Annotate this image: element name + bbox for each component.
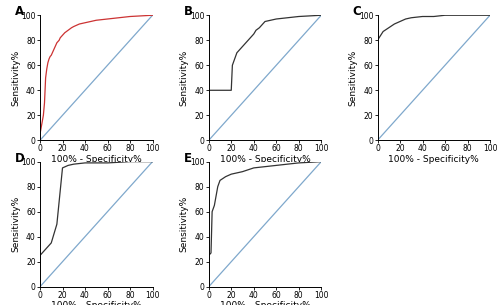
X-axis label: 100% - Specificity%: 100% - Specificity% (220, 301, 310, 305)
X-axis label: 100% - Specificity%: 100% - Specificity% (220, 155, 310, 164)
Y-axis label: Sensitivity%: Sensitivity% (11, 50, 20, 106)
X-axis label: 100% - Specificity%: 100% - Specificity% (388, 155, 479, 164)
Text: A: A (15, 5, 24, 18)
Y-axis label: Sensitivity%: Sensitivity% (348, 50, 358, 106)
Text: C: C (353, 5, 362, 18)
Y-axis label: Sensitivity%: Sensitivity% (11, 196, 20, 252)
Y-axis label: Sensitivity%: Sensitivity% (180, 196, 188, 252)
X-axis label: 100% - Specificity%: 100% - Specificity% (51, 301, 142, 305)
X-axis label: 100% - Specificity%: 100% - Specificity% (51, 155, 142, 164)
Text: B: B (184, 5, 193, 18)
Text: D: D (15, 152, 25, 165)
Y-axis label: Sensitivity%: Sensitivity% (180, 50, 188, 106)
Text: E: E (184, 152, 192, 165)
